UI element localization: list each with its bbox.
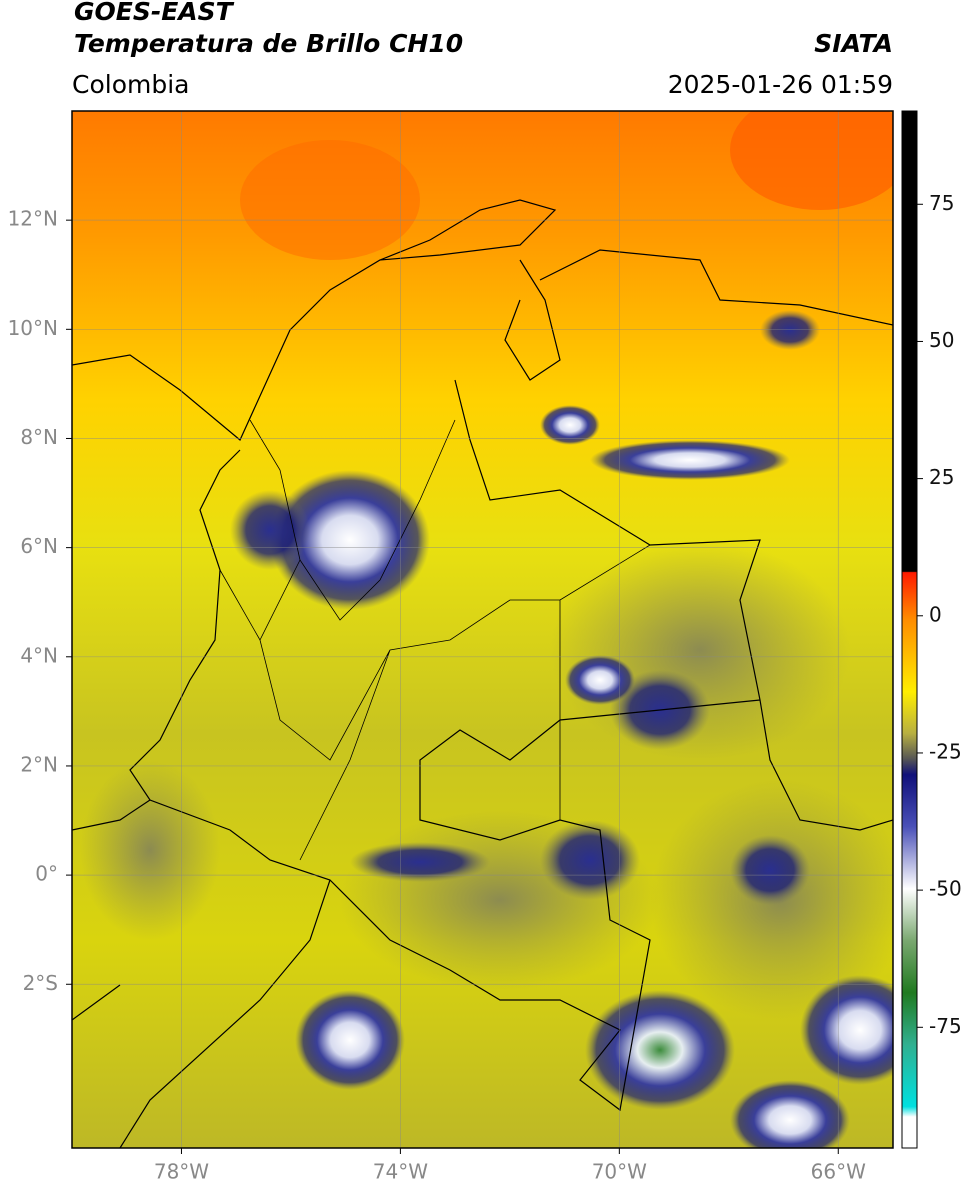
y-tick-label: 12°N (8, 207, 58, 231)
x-tick-label: 70°W (592, 1160, 647, 1184)
y-tick-label: 10°N (8, 316, 58, 340)
datetime: 2025-01-26 01:59 (668, 70, 893, 99)
y-tick-label: 4°N (20, 643, 58, 667)
colorbar (901, 110, 918, 1149)
colorbar-tick-label: -50 (929, 877, 962, 901)
colorbar-tick-label: 0 (929, 602, 942, 626)
y-tick-label: 0° (35, 862, 58, 886)
grid (72, 111, 893, 1148)
colorbar-tick-label: -75 (929, 1014, 962, 1038)
map-frame (71, 110, 894, 1149)
source: SIATA (814, 29, 893, 58)
colorbar-tick-label: 50 (929, 328, 954, 352)
title: GOES-EAST (74, 0, 235, 26)
subtitle: Temperatura de Brillo CH10 (74, 29, 463, 58)
x-tick-label: 74°W (373, 1160, 428, 1184)
colorbar-tick-label: 75 (929, 191, 954, 215)
colorbar-tick-label: -25 (929, 739, 962, 763)
region: Colombia (72, 70, 189, 99)
colorbar-tick-label: 25 (929, 465, 954, 489)
y-tick-label: 6°N (20, 534, 58, 558)
x-tick-label: 78°W (154, 1160, 209, 1184)
x-tick-label: 66°W (811, 1160, 866, 1184)
y-tick-label: 2°N (20, 752, 58, 776)
y-tick-label: 8°N (20, 425, 58, 449)
y-tick-label: 2°S (23, 971, 58, 995)
satellite-image (72, 111, 893, 1148)
